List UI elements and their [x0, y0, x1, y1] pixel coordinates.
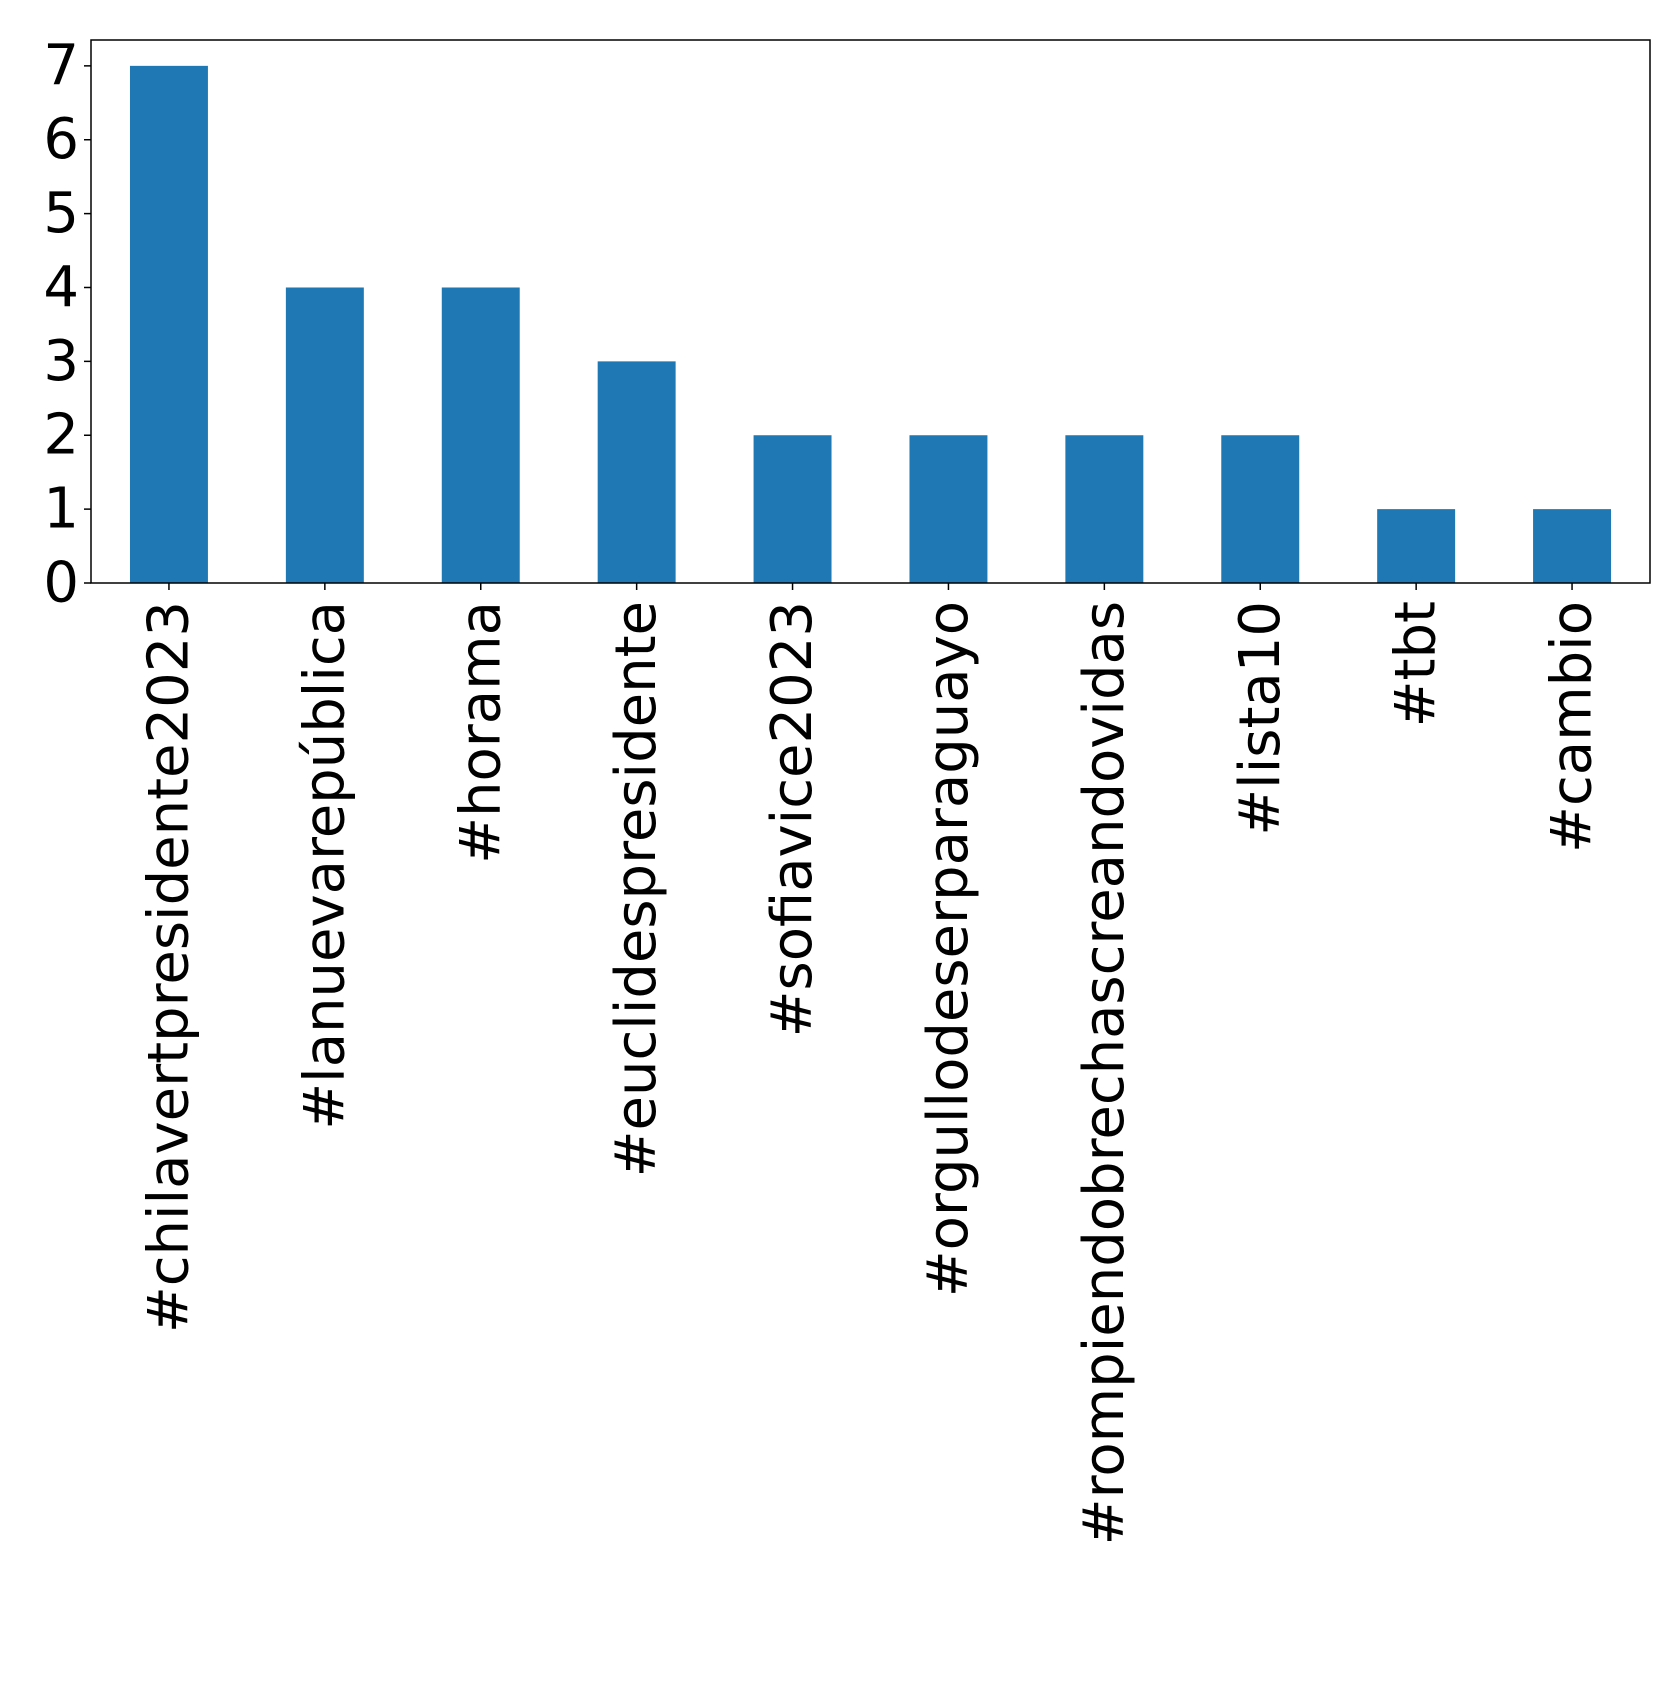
y-tick-label: 5 [43, 181, 79, 246]
x-tick-label: #tbt [1384, 601, 1449, 727]
x-tick-label: #rompiendobrechascreandovidas [1072, 601, 1137, 1545]
y-tick-label: 4 [43, 255, 79, 320]
y-tick-label: 6 [43, 107, 79, 172]
bar-3 [441, 287, 520, 583]
x-axis: #chilavertpresidente2023 #lanuevarepúblic… [136, 583, 1605, 1545]
bars-group [129, 65, 1612, 584]
x-tick-label: #orgullodeserparaguayo [916, 601, 981, 1297]
bar-1 [129, 65, 208, 584]
bar-5 [753, 435, 832, 583]
y-tick-label: 1 [43, 477, 79, 542]
x-tick-label: #euclidespresidente [604, 601, 669, 1177]
x-tick-label: #lista10 [1228, 601, 1293, 836]
bar-2 [285, 287, 364, 583]
y-axis: 0 1 2 3 4 5 6 7 [43, 33, 91, 616]
bar-10 [1533, 509, 1612, 583]
bar-8 [1221, 435, 1300, 583]
bar-7 [1065, 435, 1144, 583]
x-tick-label: #cambio [1540, 601, 1605, 853]
y-tick-label: 3 [43, 329, 79, 394]
x-tick-label: #chilavertpresidente2023 [136, 601, 201, 1333]
x-tick-label: #horama [448, 601, 513, 864]
y-tick-label: 2 [43, 403, 79, 468]
bar-6 [909, 435, 988, 583]
x-tick-label: #lanuevarepública [292, 601, 357, 1130]
bar-4 [597, 361, 676, 583]
y-tick-label: 0 [43, 551, 79, 616]
plot-frame [90, 39, 1651, 584]
x-tick-label: #sofiavice2023 [760, 601, 825, 1037]
y-tick-label: 7 [43, 33, 79, 98]
bar-9 [1377, 509, 1456, 583]
